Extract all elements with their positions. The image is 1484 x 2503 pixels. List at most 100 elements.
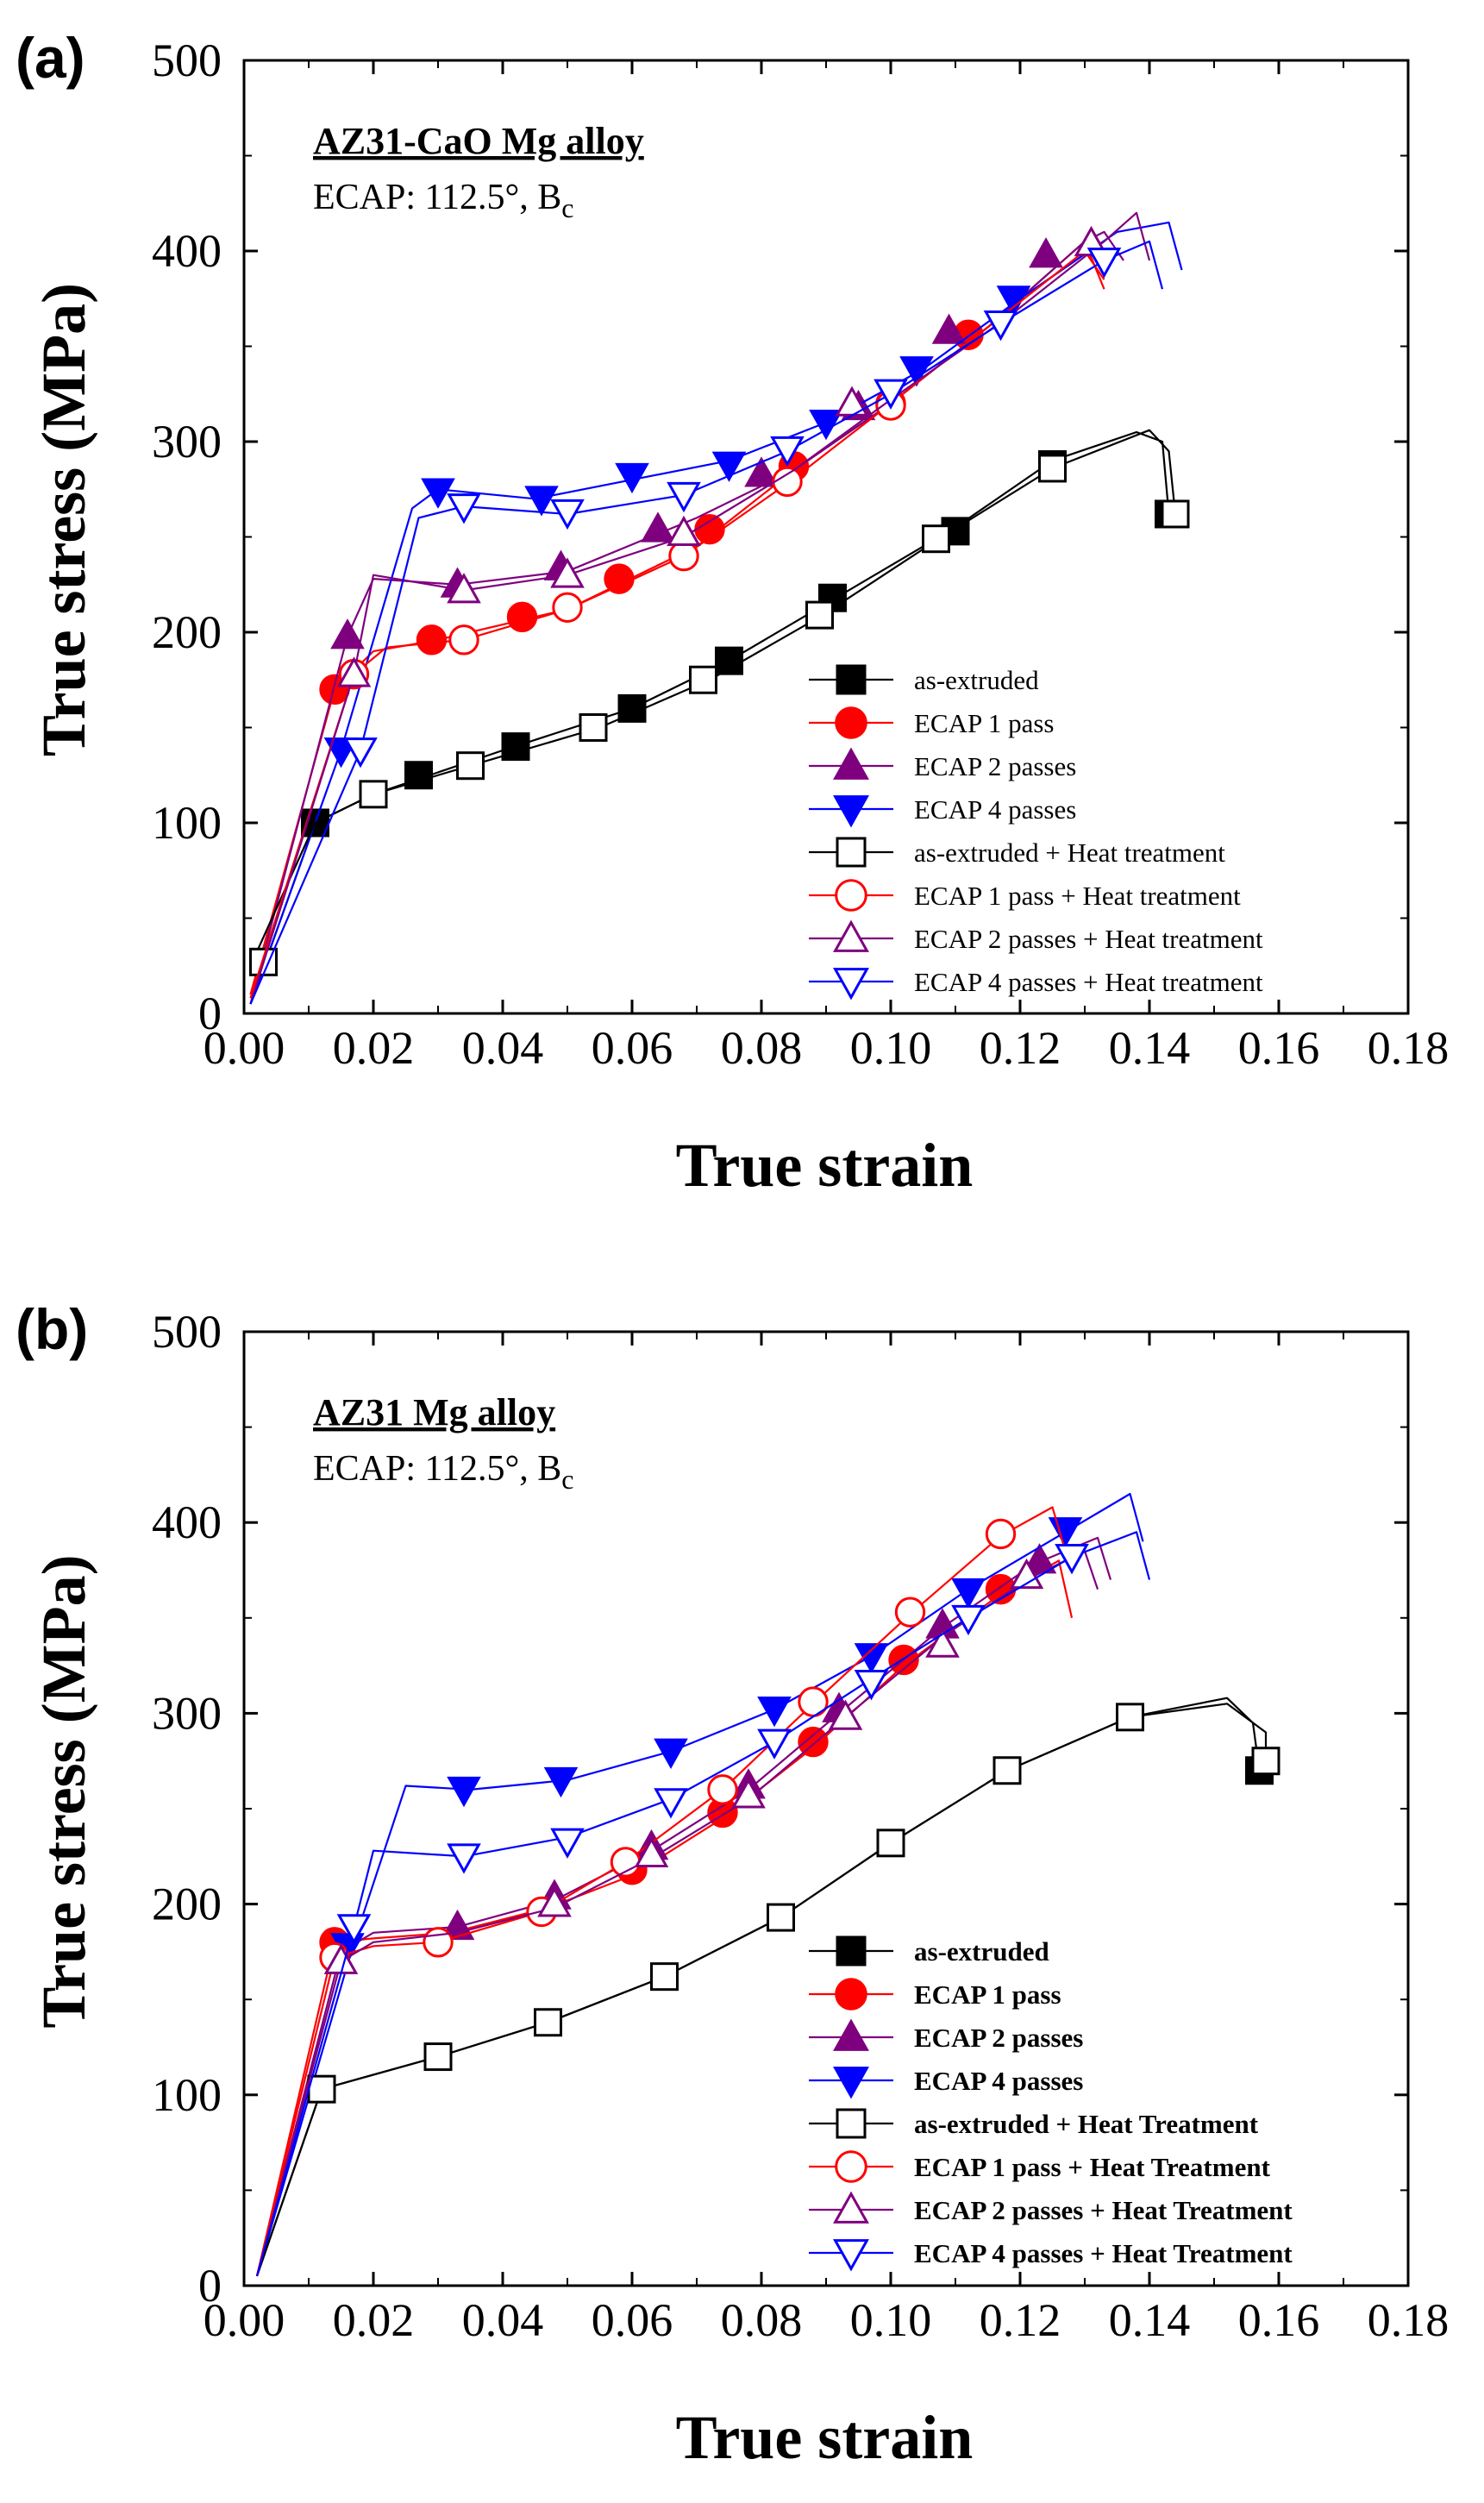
data-point xyxy=(772,466,803,498)
data-point xyxy=(899,356,934,387)
legend: as-extruded ECAP 1 pass ECAP 2 passes ECAP … xyxy=(809,1935,1293,2272)
data-point xyxy=(925,1627,960,1658)
data-point xyxy=(543,1766,579,1798)
data-point xyxy=(447,573,481,604)
data-point xyxy=(809,409,843,441)
data-point xyxy=(894,1597,926,1628)
data-point xyxy=(922,524,950,554)
x-tick-label: 0.02 xyxy=(333,2294,415,2346)
y-tick-label: 300 xyxy=(152,1687,222,1739)
legend-label: ECAP 1 pass + Heat Treatment xyxy=(914,2152,1271,2182)
series-7 xyxy=(249,240,1164,1005)
series-3 xyxy=(249,221,1183,1005)
legend-label: ECAP 1 pass xyxy=(914,1979,1061,2010)
data-point xyxy=(931,313,967,344)
legend-label: ECAP 4 passes + Heat Treatment xyxy=(914,2238,1293,2268)
chart-subtitle-main: ECAP: 112.5°, B xyxy=(313,178,561,217)
x-axis-label: True strain xyxy=(676,2403,974,2472)
chart-subtitle: ECAP: 112.5°, Bc xyxy=(313,1449,573,1495)
chart-title: AZ31-CaO Mg alloy xyxy=(313,120,644,162)
data-point xyxy=(336,1914,372,1945)
data-point xyxy=(798,1726,829,1758)
legend-marker xyxy=(833,2191,869,2224)
data-point xyxy=(456,751,485,781)
data-point xyxy=(711,451,747,482)
data-point xyxy=(550,557,585,588)
x-tick-label: 0.16 xyxy=(1238,2294,1320,2346)
x-tick-label: 0.12 xyxy=(980,2294,1061,2346)
data-point xyxy=(876,1829,905,1858)
data-point xyxy=(343,737,378,768)
chart-subtitle-main: ECAP: 112.5°, B xyxy=(313,1449,561,1489)
y-axis-label: True stress (MPa) xyxy=(29,1554,98,2028)
y-tick-label: 500 xyxy=(152,1306,222,1358)
data-point xyxy=(767,1903,795,1932)
legend: as-extruded ECAP 1 pass ECAP 2 passes ECAP … xyxy=(809,664,1263,1001)
data-point xyxy=(336,656,372,687)
x-tick-label: 0.00 xyxy=(204,1022,285,1074)
data-point xyxy=(416,624,448,656)
x-tick-label: 0.04 xyxy=(462,2294,544,2346)
x-tick-label: 0.14 xyxy=(1109,2294,1191,2346)
data-point xyxy=(798,1686,829,1717)
legend-label: as-extruded xyxy=(914,1936,1049,1967)
legend-marker xyxy=(833,968,869,1001)
chart-title: AZ31 Mg alloy xyxy=(313,1391,555,1433)
y-tick-label: 400 xyxy=(152,1496,222,1548)
data-point xyxy=(985,1518,1017,1550)
legend-label: as-extruded + Heat treatment xyxy=(914,837,1225,868)
x-tick-label: 0.18 xyxy=(1368,2294,1450,2346)
legend-marker xyxy=(836,664,867,695)
series-7 xyxy=(255,1531,1151,2277)
panel-label: (a) xyxy=(16,26,85,90)
legend-marker xyxy=(836,837,867,868)
data-point xyxy=(707,1774,738,1805)
y-tick-label: 200 xyxy=(152,606,222,658)
data-point xyxy=(654,1788,688,1819)
legend-marker xyxy=(835,2150,867,2183)
x-tick-label: 0.16 xyxy=(1238,1022,1320,1074)
x-tick-label: 0.04 xyxy=(462,1022,544,1074)
x-tick-label: 0.06 xyxy=(592,2294,673,2346)
data-point xyxy=(828,1699,863,1730)
data-point xyxy=(534,2008,562,2037)
data-point xyxy=(1161,499,1190,529)
data-point xyxy=(667,481,701,513)
x-tick-label: 0.10 xyxy=(850,2294,932,2346)
data-point xyxy=(873,379,908,410)
x-tick-label: 0.02 xyxy=(333,1022,415,1074)
data-point xyxy=(1251,1747,1280,1776)
data-point xyxy=(757,1728,792,1760)
data-point xyxy=(550,499,585,530)
data-point xyxy=(1048,1517,1083,1548)
legend-label: ECAP 2 passes + Heat treatment xyxy=(914,924,1263,954)
legend-label: ECAP 4 passes + Heat treatment xyxy=(914,967,1263,997)
data-point xyxy=(641,511,675,543)
legend-label: ECAP 1 pass xyxy=(914,708,1054,738)
data-point xyxy=(404,761,433,790)
data-point xyxy=(951,1604,986,1636)
data-point xyxy=(1055,1544,1089,1575)
data-point xyxy=(805,600,834,630)
x-tick-label: 0.10 xyxy=(850,1022,932,1074)
y-axis-label: True stress (MPa) xyxy=(29,283,98,756)
legend-marker xyxy=(836,1935,867,1967)
data-point xyxy=(1022,1543,1057,1574)
data-point xyxy=(448,624,479,656)
data-point xyxy=(951,1578,986,1609)
y-tick-label: 500 xyxy=(152,35,222,86)
data-point xyxy=(650,1962,679,1992)
legend-marker xyxy=(833,747,869,780)
data-point xyxy=(992,1756,1022,1785)
series-4 xyxy=(255,1703,1280,2277)
x-axis-label: True strain xyxy=(676,1131,974,1200)
chart-panel-a: 0.00 0.02 0.04 0.06 0.08 0.10 0.12 0.14 0.16 0.18… xyxy=(16,26,1449,1200)
x-tick-label: 0.18 xyxy=(1368,1022,1450,1074)
legend-marker xyxy=(835,1978,867,2011)
data-point xyxy=(447,493,481,524)
legend-marker xyxy=(833,2018,869,2051)
series-4 xyxy=(249,429,1190,976)
data-point xyxy=(1086,248,1122,279)
data-point xyxy=(854,1670,889,1701)
